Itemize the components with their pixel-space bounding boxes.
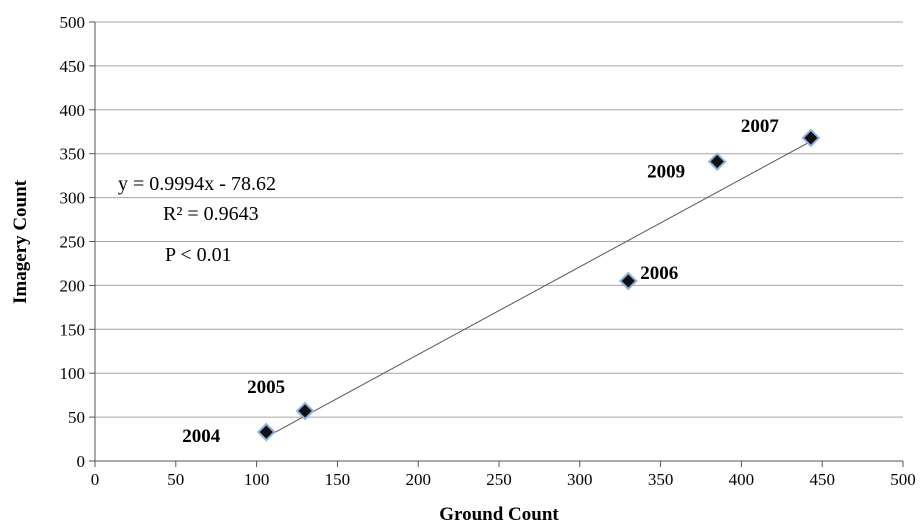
point-label: 2009 [647, 162, 685, 183]
data-point-marker [295, 401, 315, 421]
x-tick-label: 150 [325, 470, 351, 489]
y-tick-label: 300 [60, 189, 86, 208]
x-tick-label: 200 [405, 470, 431, 489]
y-tick-label: 200 [60, 276, 86, 295]
point-label: 2004 [182, 426, 221, 447]
equation-annotation: y = 0.9994x - 78.62 [118, 173, 276, 195]
x-tick-label: 400 [729, 470, 755, 489]
data-point-marker [618, 271, 638, 291]
data-points [256, 128, 821, 442]
x-tick-label: 350 [648, 470, 674, 489]
x-tick-label: 250 [486, 470, 512, 489]
point-label: 2007 [741, 116, 780, 137]
y-tick-label: 400 [60, 101, 86, 120]
point-label: 2005 [247, 377, 285, 398]
point-label: 2006 [640, 263, 678, 284]
trendline [266, 140, 812, 438]
x-tick-label: 100 [244, 470, 270, 489]
data-point-marker [256, 422, 276, 442]
y-tick-label: 450 [60, 57, 86, 76]
r-squared-annotation: R² = 0.9643 [163, 203, 259, 225]
y-axis-title: Imagery Count [10, 179, 31, 304]
y-tick-label: 0 [77, 452, 86, 471]
y-axis-ticks: 0 50 100 150 200 250 300 350 400 450 500 [60, 13, 95, 471]
y-tick-label: 350 [60, 145, 86, 164]
y-tick-label: 250 [60, 233, 86, 252]
x-tick-label: 500 [890, 470, 916, 489]
x-tick-label: 0 [91, 470, 100, 489]
gridlines [95, 21, 903, 418]
x-tick-label: 450 [809, 470, 835, 489]
y-tick-label: 50 [68, 408, 85, 427]
x-tick-label: 300 [567, 470, 593, 489]
x-axis-title: Ground Count [439, 504, 559, 524]
x-tick-label: 50 [167, 470, 184, 489]
y-tick-label: 150 [60, 320, 86, 339]
y-tick-label: 500 [60, 13, 86, 32]
data-point-marker [707, 152, 727, 172]
data-point-marker [801, 128, 821, 148]
trendline-group [266, 140, 812, 438]
x-axis-ticks: 0 50 100 150 200 250 300 350 400 450 500 [91, 461, 916, 489]
p-value-annotation: P < 0.01 [165, 244, 232, 266]
y-tick-label: 100 [60, 364, 86, 383]
point-labels: 2004 2005 2006 2009 2007 [182, 116, 779, 447]
